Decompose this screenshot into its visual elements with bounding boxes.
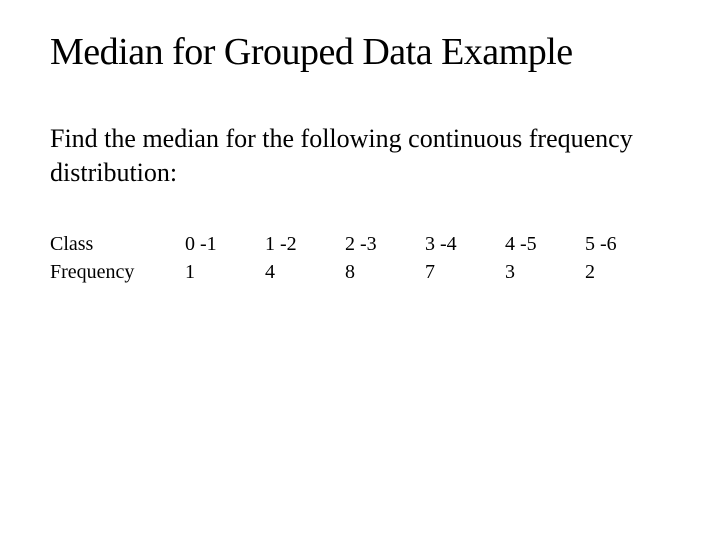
- table-row-frequency: Frequency 1 4 8 7 3 2: [50, 258, 670, 286]
- row-label-frequency: Frequency: [50, 258, 185, 286]
- class-cell: 4 -5: [505, 230, 585, 258]
- table-row-class: Class 0 -1 1 -2 2 -3 3 -4 4 -5 5 -6: [50, 230, 670, 258]
- class-cell: 2 -3: [345, 230, 425, 258]
- frequency-cell: 4: [265, 258, 345, 286]
- class-cell: 0 -1: [185, 230, 265, 258]
- frequency-table: Class 0 -1 1 -2 2 -3 3 -4 4 -5 5 -6 Freq…: [50, 230, 670, 286]
- class-cell: 1 -2: [265, 230, 345, 258]
- frequency-cell: 7: [425, 258, 505, 286]
- frequency-cell: 2: [585, 258, 665, 286]
- page-title: Median for Grouped Data Example: [50, 30, 670, 74]
- problem-description: Find the median for the following contin…: [50, 122, 670, 190]
- frequency-cell: 3: [505, 258, 585, 286]
- class-cell: 3 -4: [425, 230, 505, 258]
- frequency-cell: 1: [185, 258, 265, 286]
- row-label-class: Class: [50, 230, 185, 258]
- frequency-cell: 8: [345, 258, 425, 286]
- class-cell: 5 -6: [585, 230, 665, 258]
